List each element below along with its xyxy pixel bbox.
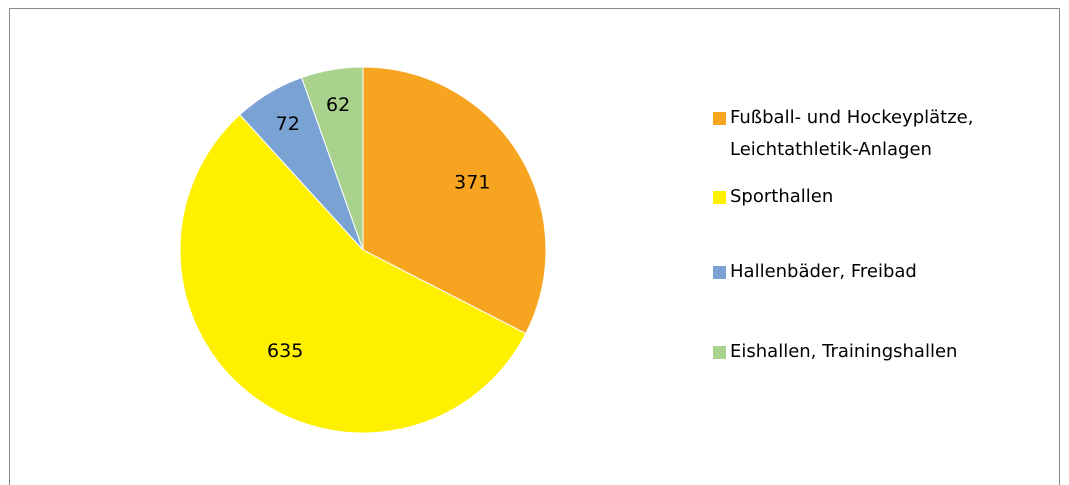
data-label: 371 (454, 172, 490, 194)
legend-swatch (713, 346, 726, 359)
legend-item: Sporthallen (713, 181, 1033, 213)
data-label: 62 (326, 94, 350, 116)
legend-swatch (713, 266, 726, 279)
legend-label: Hallenbäder, Freibad (730, 261, 917, 282)
legend-item: Eishallen, Trainingshallen (713, 336, 1033, 368)
legend-label: Sporthallen (730, 186, 834, 207)
legend-swatch (713, 112, 726, 125)
chart-frame (9, 8, 1060, 485)
pie-slice (301, 66, 364, 251)
data-label: 72 (276, 113, 300, 135)
legend-label: Eishallen, Trainingshallen (730, 341, 958, 362)
pie-slice (362, 66, 547, 335)
legend-swatch (713, 191, 726, 204)
legend-item: Hallenbäder, Freibad (713, 256, 1033, 288)
legend-label: Fußball- und Hockeyplätze, Leichtathleti… (730, 107, 974, 160)
pie-slice (179, 113, 527, 434)
legend-item: Fußball- und Hockeyplätze, Leichtathleti… (713, 102, 1033, 166)
data-label: 635 (267, 340, 303, 362)
